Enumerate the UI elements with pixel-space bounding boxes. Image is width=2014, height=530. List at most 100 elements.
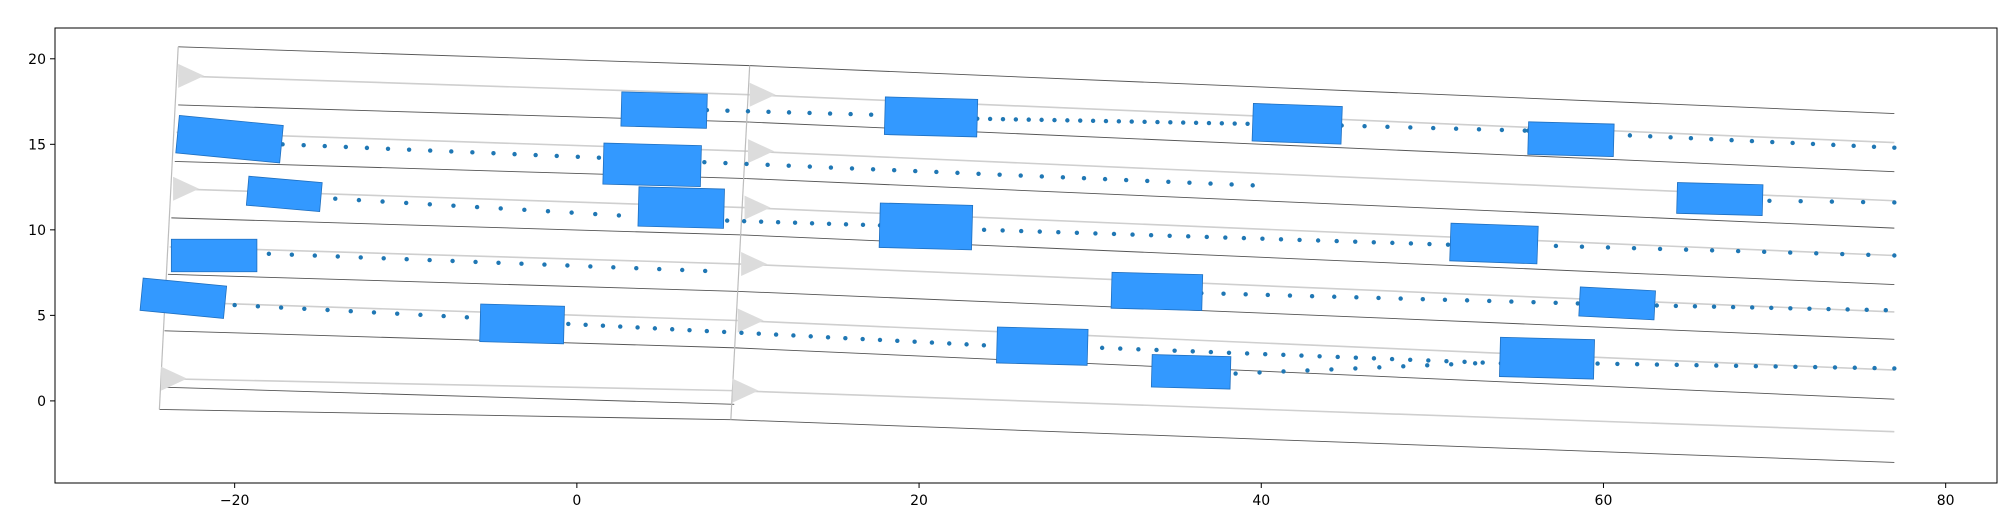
trajectory-point-11-1 bbox=[1221, 291, 1226, 296]
trajectory-point-17-7 bbox=[1714, 363, 1719, 368]
trajectory-point-8-14 bbox=[1892, 253, 1897, 258]
trajectory-point-1-14 bbox=[1155, 119, 1160, 125]
trajectory-point-16-0 bbox=[1233, 371, 1238, 376]
trajectory-point-15-18 bbox=[1426, 358, 1431, 363]
trajectory-point-11-3 bbox=[1265, 292, 1271, 298]
trajectory-point-15-5 bbox=[1190, 349, 1195, 354]
trajectory-point-12-12 bbox=[1864, 307, 1869, 313]
trajectory-point-16-3 bbox=[1305, 368, 1310, 373]
segment-start-line-1 bbox=[730, 65, 751, 420]
trajectory-point-9-3 bbox=[1860, 199, 1866, 205]
trajectory-point-3-17 bbox=[1871, 144, 1877, 149]
trajectory-point-17-10 bbox=[1773, 364, 1778, 369]
trajectory-point-10-2 bbox=[312, 253, 318, 258]
x-tick-label-4: 60 bbox=[1595, 493, 1613, 509]
trajectory-point-4-3 bbox=[343, 144, 349, 150]
trajectory-point-1-16 bbox=[1181, 120, 1186, 125]
axes-frame bbox=[54, 27, 1998, 484]
trajectory-point-6-5 bbox=[775, 220, 781, 225]
trajectory-point-15-21 bbox=[1480, 360, 1485, 365]
trajectory-point-14-23 bbox=[964, 342, 969, 347]
trajectory-point-13-7 bbox=[395, 311, 400, 316]
vehicle-box-14 bbox=[139, 277, 228, 319]
trajectory-point-0-5 bbox=[807, 110, 812, 116]
axis-ticks: −20 0 20 40 60 80 0 5 10 15 20 bbox=[28, 52, 1954, 509]
lane-centerline-0-3 bbox=[169, 246, 742, 265]
trajectory-point-14-3 bbox=[618, 324, 623, 329]
trajectory-point-13-1 bbox=[255, 304, 261, 309]
y-tick-label-2: 10 bbox=[28, 223, 46, 239]
vehicle-box-3 bbox=[1527, 121, 1615, 157]
trajectory-point-4-37 bbox=[1060, 175, 1066, 180]
lane-centerline-0-0 bbox=[178, 75, 750, 96]
trajectory-point-1-15 bbox=[1168, 120, 1173, 125]
trajectory-point-15-16 bbox=[1389, 356, 1395, 362]
road-layer bbox=[158, 46, 1895, 463]
trajectory-point-12-13 bbox=[1883, 308, 1888, 313]
trajectory-point-11-12 bbox=[1464, 298, 1470, 303]
trajectory-point-4-42 bbox=[1166, 179, 1171, 184]
trajectory-point-13-4 bbox=[325, 307, 330, 313]
vehicle-box-9 bbox=[878, 202, 974, 251]
trajectory-point-5-5 bbox=[427, 202, 433, 207]
trajectory-point-4-27 bbox=[849, 166, 855, 171]
trajectory-point-10-6 bbox=[404, 256, 409, 262]
trajectory-point-13-9 bbox=[441, 313, 446, 319]
trajectory-point-12-10 bbox=[1826, 306, 1831, 312]
trajectory-point-0-4 bbox=[786, 110, 792, 115]
trajectory-point-10-18 bbox=[680, 267, 685, 273]
trajectory-point-15-6 bbox=[1208, 349, 1214, 355]
trajectory-point-9-4 bbox=[1892, 200, 1897, 205]
trajectory-point-12-5 bbox=[1730, 304, 1736, 310]
trajectory-point-16-10 bbox=[1472, 361, 1478, 366]
lane-boundary-0-3 bbox=[171, 217, 743, 236]
trajectory-point-1-7 bbox=[1065, 118, 1070, 123]
trajectory-point-7-16 bbox=[1278, 237, 1284, 242]
trajectory-point-17-4 bbox=[1654, 362, 1660, 367]
trajectory-point-10-1 bbox=[289, 252, 295, 257]
trajectory-point-14-10 bbox=[739, 330, 744, 336]
trajectory-point-15-1 bbox=[1118, 346, 1123, 351]
lane-direction-arrow-0-0 bbox=[178, 63, 205, 88]
trajectory-point-3-18 bbox=[1892, 145, 1897, 150]
vehicle-box-10 bbox=[1449, 222, 1539, 265]
trajectory-point-12-8 bbox=[1788, 306, 1793, 311]
lane-boundary-1-6 bbox=[730, 419, 1895, 463]
trajectory-point-5-2 bbox=[356, 197, 362, 203]
trajectory-point-10-17 bbox=[657, 266, 662, 272]
trajectory-point-12-6 bbox=[1749, 305, 1755, 310]
trajectory-point-14-9 bbox=[721, 329, 727, 335]
trajectory-point-0-6 bbox=[827, 111, 833, 116]
trajectory-point-7-10 bbox=[1167, 233, 1172, 238]
trajectory-point-14-4 bbox=[635, 325, 640, 330]
trajectory-point-4-29 bbox=[891, 167, 897, 173]
trajectory-point-11-7 bbox=[1354, 295, 1359, 300]
lane-direction-arrow-0-3 bbox=[161, 366, 188, 391]
trajectory-point-7-21 bbox=[1371, 240, 1376, 245]
trajectory-point-4-15 bbox=[596, 155, 602, 160]
trajectory-point-6-4 bbox=[758, 219, 764, 224]
trajectory-point-10-0 bbox=[266, 251, 272, 256]
trajectory-point-12-11 bbox=[1845, 307, 1850, 312]
trajectory-point-3-15 bbox=[1831, 142, 1836, 148]
trajectory-point-4-11 bbox=[512, 151, 517, 157]
trajectory-point-1-19 bbox=[1219, 121, 1225, 126]
trajectory-point-5-10 bbox=[545, 209, 551, 214]
trajectory-point-9-0 bbox=[1767, 198, 1772, 203]
trajectory-point-10-5 bbox=[381, 256, 386, 261]
vehicle-box-4 bbox=[175, 115, 284, 164]
trajectory-point-1-11 bbox=[1116, 119, 1122, 124]
trajectory-point-3-13 bbox=[1790, 140, 1795, 146]
trajectory-point-8-2 bbox=[1579, 244, 1585, 249]
vehicle-box-7 bbox=[245, 175, 323, 213]
trajectory-point-4-20 bbox=[702, 159, 707, 165]
trajectory-point-14-19 bbox=[895, 338, 900, 344]
trajectory-point-7-4 bbox=[1056, 230, 1061, 235]
trajectory-point-0-7 bbox=[848, 111, 853, 117]
vehicle-box-15 bbox=[479, 303, 565, 345]
trajectory-point-15-2 bbox=[1136, 347, 1141, 352]
y-tick-label-3: 15 bbox=[28, 137, 46, 153]
trajectory-point-5-8 bbox=[498, 206, 503, 211]
trajectory-point-5-13 bbox=[616, 213, 622, 218]
